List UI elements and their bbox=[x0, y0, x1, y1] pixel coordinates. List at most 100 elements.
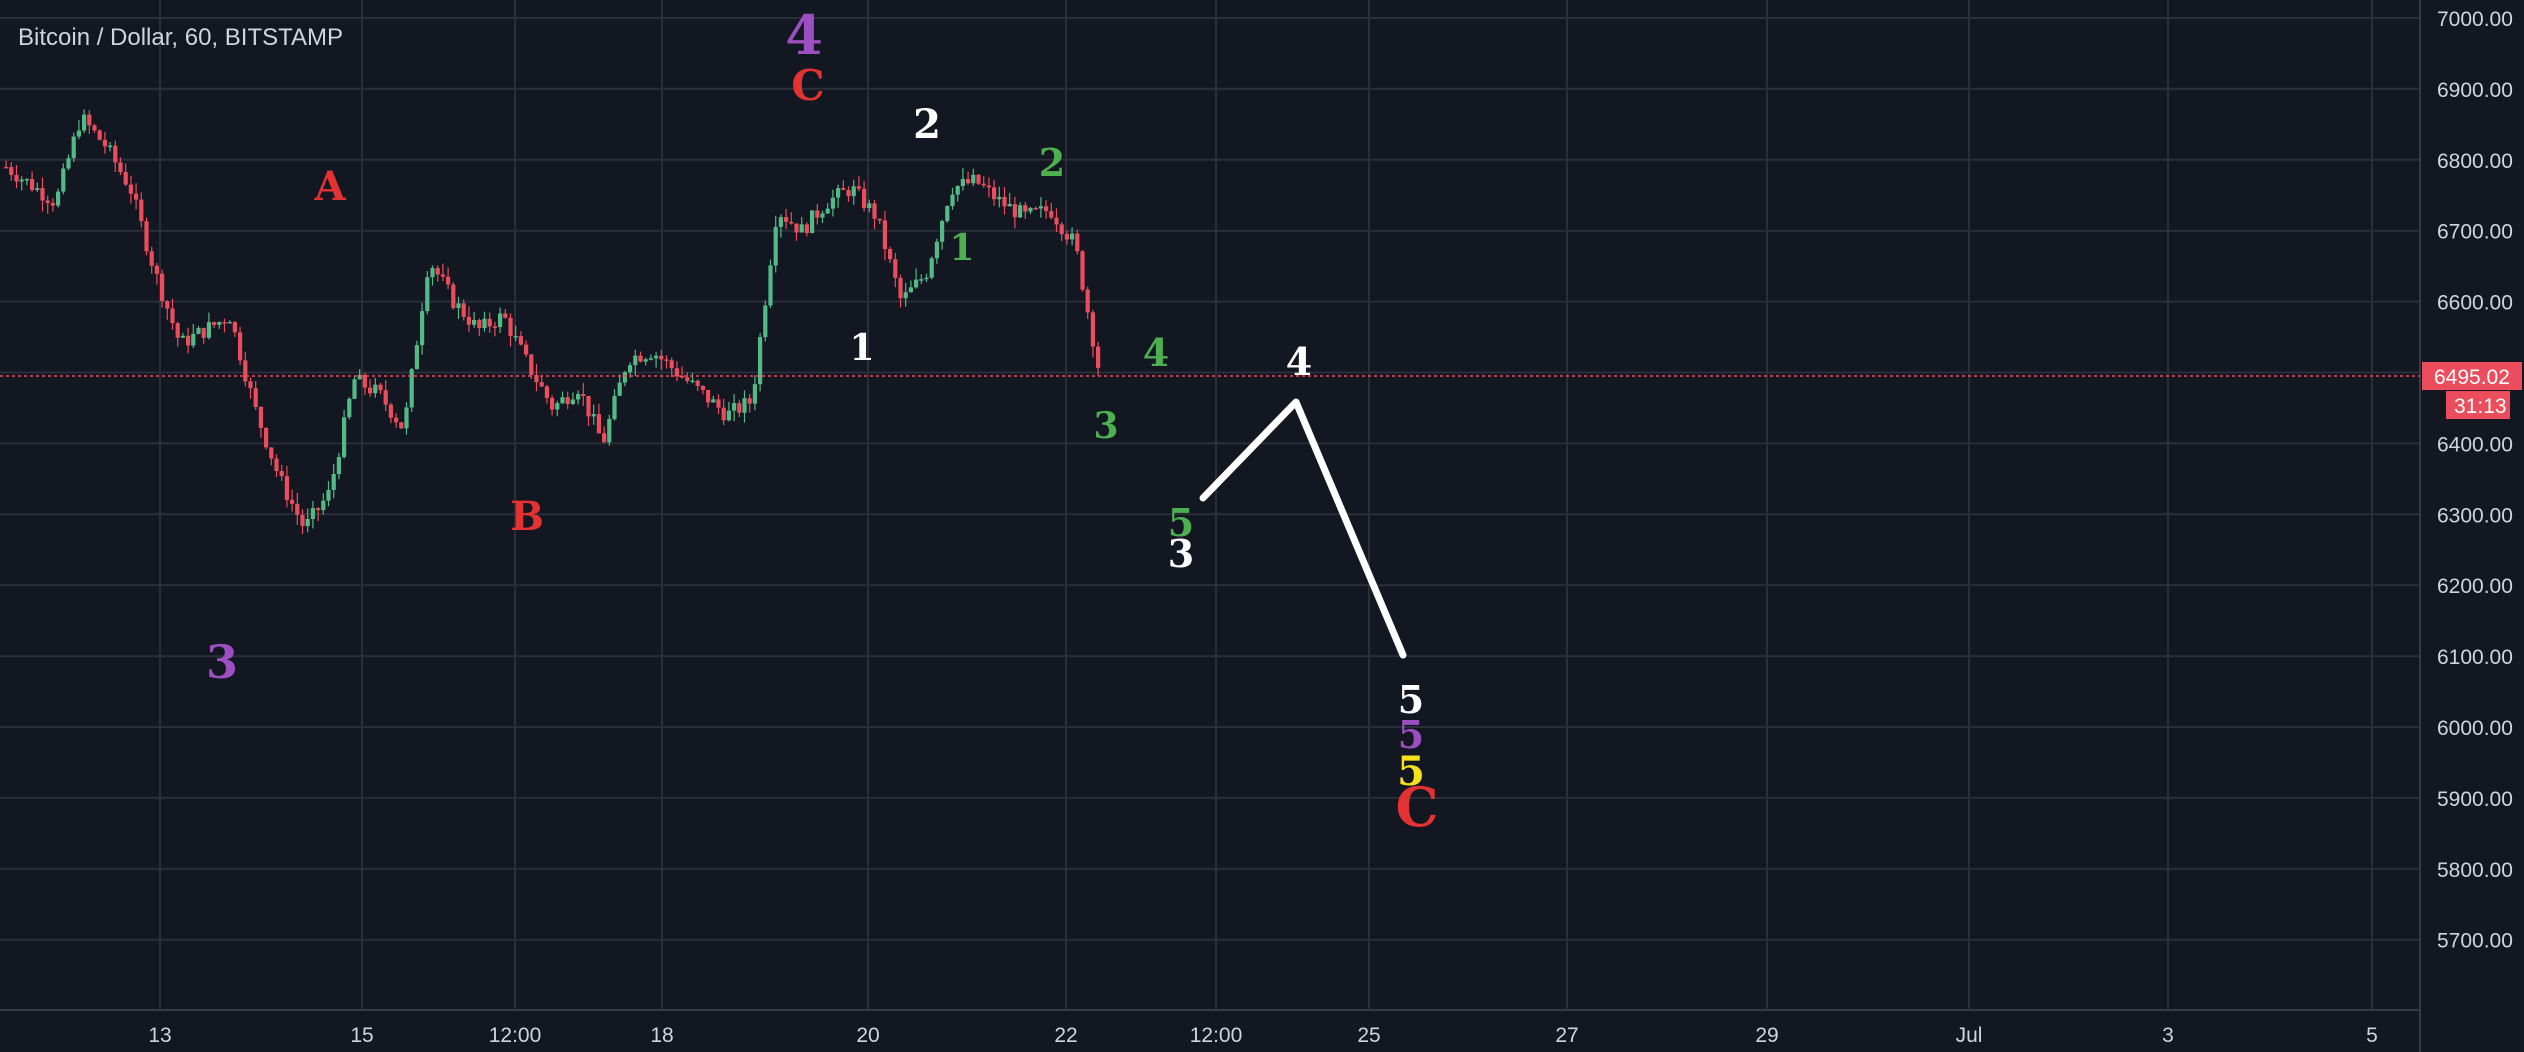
candle-body bbox=[108, 145, 113, 148]
candle-body bbox=[154, 265, 159, 274]
candle-body bbox=[466, 316, 471, 325]
candle-body bbox=[430, 268, 435, 278]
candle-body bbox=[300, 514, 305, 526]
candle-body bbox=[742, 398, 747, 413]
y-tick-label: 5900.00 bbox=[2437, 788, 2513, 811]
candle-body bbox=[420, 311, 425, 346]
candle-body bbox=[1018, 205, 1023, 218]
candle-body bbox=[368, 387, 373, 394]
x-tick-label: 25 bbox=[1357, 1024, 1380, 1047]
candle-body bbox=[326, 489, 331, 501]
candle-body bbox=[617, 382, 622, 396]
candle-body bbox=[586, 395, 591, 417]
candle-body bbox=[830, 197, 835, 209]
candle-body bbox=[643, 359, 648, 362]
wave-label: A bbox=[313, 163, 346, 210]
candle-body bbox=[102, 139, 107, 147]
candle-body bbox=[253, 388, 258, 408]
candle-body bbox=[934, 241, 939, 259]
x-tick-label: Jul bbox=[1956, 1024, 1983, 1047]
candle-body bbox=[123, 172, 128, 185]
candle-body bbox=[721, 407, 726, 421]
candle-body bbox=[664, 359, 669, 361]
candle-body bbox=[82, 114, 87, 131]
candle-body bbox=[409, 369, 414, 408]
last-price-label: 6495.02 bbox=[2434, 366, 2510, 389]
candle-body bbox=[383, 390, 388, 405]
candle-body bbox=[955, 186, 960, 195]
candle-body bbox=[981, 183, 986, 186]
candle-body bbox=[695, 380, 700, 386]
candle-body bbox=[1075, 233, 1080, 252]
candle-body bbox=[711, 399, 716, 403]
x-tick-label: 5 bbox=[2366, 1024, 2378, 1047]
wave-label: 5 bbox=[1398, 712, 1424, 757]
candle-body bbox=[87, 114, 92, 126]
candle-body bbox=[581, 393, 586, 396]
candle-body bbox=[71, 136, 76, 159]
candle-body bbox=[1085, 289, 1090, 313]
candle-body bbox=[1064, 234, 1069, 240]
candle-body bbox=[331, 474, 336, 490]
candle-body bbox=[570, 399, 575, 404]
candle-body bbox=[170, 308, 175, 324]
candle-body bbox=[700, 385, 705, 390]
candle-body bbox=[1012, 204, 1017, 218]
x-tick-label: 27 bbox=[1555, 1024, 1578, 1047]
candle-body bbox=[1028, 207, 1033, 212]
candle-body bbox=[61, 168, 66, 192]
candle-body bbox=[524, 344, 529, 355]
candle-body bbox=[217, 322, 222, 325]
wave-label: C bbox=[791, 61, 824, 110]
candle-body bbox=[388, 404, 393, 418]
candle-body bbox=[92, 125, 97, 131]
y-tick-label: 7000.00 bbox=[2437, 8, 2513, 31]
candle-body bbox=[747, 398, 752, 404]
candle-body bbox=[550, 397, 555, 410]
candle-body bbox=[461, 303, 466, 317]
y-tick-label: 5800.00 bbox=[2437, 859, 2513, 882]
candle-body bbox=[898, 277, 903, 299]
candle-body bbox=[248, 381, 253, 389]
candle-body bbox=[971, 174, 976, 184]
candle-body bbox=[752, 384, 757, 404]
x-tick-label: 20 bbox=[856, 1024, 879, 1047]
candle-body bbox=[290, 499, 295, 504]
candle-body bbox=[648, 358, 653, 360]
candle-body bbox=[45, 200, 50, 203]
y-tick-label: 6900.00 bbox=[2437, 79, 2513, 102]
candle-body bbox=[690, 380, 695, 383]
candle-body bbox=[144, 221, 149, 252]
candle-body bbox=[472, 319, 477, 325]
candle-body bbox=[456, 303, 461, 309]
candle-body bbox=[841, 188, 846, 190]
candle-body bbox=[4, 166, 9, 169]
candle-body bbox=[654, 355, 659, 359]
candle-body bbox=[518, 336, 523, 345]
candle-body bbox=[139, 199, 144, 222]
countdown-badge bbox=[2446, 391, 2510, 420]
candle-body bbox=[243, 360, 248, 382]
candle-body bbox=[97, 130, 102, 140]
candle-body bbox=[888, 249, 893, 260]
wave-label: 5 bbox=[1398, 677, 1424, 722]
candle-body bbox=[685, 377, 690, 382]
candle-body bbox=[222, 322, 227, 324]
candle-body bbox=[113, 145, 118, 163]
candle-body bbox=[19, 179, 24, 182]
candle-body bbox=[732, 403, 737, 411]
candle-body bbox=[867, 203, 872, 209]
candle-body bbox=[258, 407, 263, 428]
x-tick-label: 3 bbox=[2162, 1024, 2174, 1047]
candle-body bbox=[1090, 312, 1095, 347]
candle-body bbox=[201, 328, 206, 338]
candle-body bbox=[264, 427, 269, 448]
y-tick-label: 6400.00 bbox=[2437, 433, 2513, 456]
candle-body bbox=[997, 196, 1002, 200]
candle-body bbox=[794, 223, 799, 233]
candle-body bbox=[1002, 196, 1007, 207]
x-tick-label: 18 bbox=[650, 1024, 673, 1047]
candle-body bbox=[232, 322, 237, 333]
